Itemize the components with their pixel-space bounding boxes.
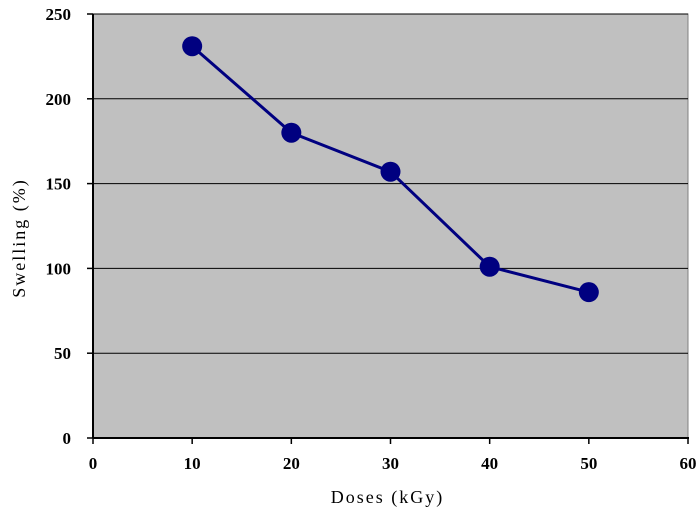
data-point (479, 256, 500, 277)
y-tick-label: 100 (46, 259, 72, 278)
plot-area (92, 13, 689, 439)
y-tick-labels: 0 50 100 150 200 250 (46, 5, 72, 448)
x-tick-label: 40 (481, 454, 498, 473)
x-tick-label: 30 (382, 454, 399, 473)
data-point (281, 122, 302, 143)
series-layer (182, 36, 599, 303)
y-axis-title: Swelling (%) (9, 178, 30, 297)
x-tick-label: 50 (580, 454, 597, 473)
y-tick-label: 50 (54, 344, 71, 363)
data-point (182, 36, 203, 57)
y-tick-label: 200 (46, 90, 72, 109)
x-tick-label: 60 (680, 454, 697, 473)
x-tick-label: 10 (184, 454, 201, 473)
x-tick-label: 20 (283, 454, 300, 473)
data-point (578, 282, 599, 303)
data-point (380, 161, 401, 182)
x-tick-label: 0 (89, 454, 98, 473)
y-tick-label: 0 (63, 429, 72, 448)
x-axis-title: Doses (kGy) (331, 487, 445, 508)
y-tick-label: 150 (46, 175, 72, 194)
gridlines (93, 13, 688, 354)
y-tick-label: 250 (46, 5, 72, 24)
axes (87, 13, 689, 444)
x-tick-labels: 0 10 20 30 40 50 60 (89, 454, 697, 473)
